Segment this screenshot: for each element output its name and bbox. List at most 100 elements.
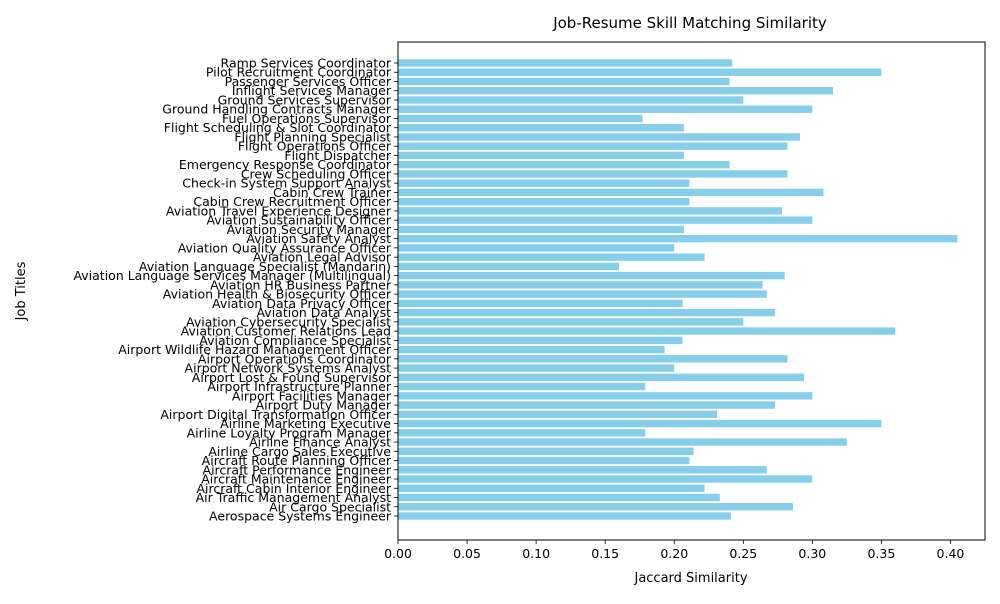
- bar: [398, 364, 675, 372]
- y-tick-label: Aviation Sustainability Officer: [206, 213, 391, 228]
- bar: [398, 429, 646, 437]
- bar: [398, 484, 705, 492]
- y-tick-label: Ground Services Supervisor: [218, 92, 392, 107]
- y-tick-label: Airport Wildlife Hazard Management Offic…: [118, 342, 392, 357]
- bar: [398, 262, 619, 271]
- bar: [398, 188, 824, 197]
- y-tick-label: Flight Planning Specialist: [234, 129, 391, 144]
- y-tick-label: Airport Network Systems Analyst: [185, 361, 392, 376]
- y-tick-label: Airport Operations Coordinator: [198, 351, 392, 366]
- x-tick-label: 0.10: [522, 546, 550, 561]
- bar: [398, 207, 782, 215]
- bar: [398, 225, 684, 234]
- y-tick-label: Check-in System Support Analyst: [182, 176, 391, 191]
- y-tick-label: Airport Facilities Manager: [232, 388, 392, 403]
- bar: [398, 401, 776, 409]
- y-tick-label: Fuel Operations Supervisor: [222, 111, 392, 126]
- y-tick-label: Aircraft Maintenance Engineer: [201, 472, 392, 487]
- y-tick-label: Aircraft Performance Engineer: [203, 462, 392, 477]
- y-tick-label: Cabin Crew Trainer: [273, 185, 392, 200]
- y-tick-label: Pilot Recruitment Coordinator: [206, 65, 392, 80]
- x-axis-label: Jaccard Similarity: [633, 571, 747, 586]
- bar: [398, 447, 694, 455]
- y-tick-label: Airline Cargo Sales Executive: [208, 444, 391, 459]
- y-tick-label: Air Cargo Specialist: [269, 499, 391, 514]
- y-tick-label: Air Traffic Management Analyst: [196, 490, 391, 505]
- y-tick-label: Ramp Services Coordinator: [221, 56, 392, 71]
- bar: [398, 512, 731, 520]
- y-tick-label: Flight Dispatcher: [284, 148, 391, 163]
- y-tick-label: Aviation Customer Relations Lead: [181, 324, 391, 339]
- y-tick-label: Flight Scheduling & Slot Coordinator: [164, 120, 392, 135]
- y-tick-label: Aviation Cybersecurity Specialist: [186, 314, 391, 329]
- bar: [398, 475, 813, 483]
- y-tick-label: Airline Loyalty Program Manager: [187, 425, 392, 440]
- x-tick-label: 0.30: [798, 546, 826, 561]
- x-tick-label: 0.00: [384, 546, 412, 561]
- y-tick-label: Aviation HR Business Partner: [210, 277, 392, 292]
- x-tick-label: 0.35: [867, 546, 895, 561]
- bar: [398, 345, 665, 354]
- y-tick-label: Emergency Response Coordinator: [179, 157, 392, 172]
- y-tick-label: Aviation Data Analyst: [256, 305, 391, 320]
- bar: [398, 142, 788, 150]
- y-tick-label: Aerospace Systems Engineer: [209, 509, 392, 524]
- y-tick-label: Aviation Language Specialist (Mandarin): [139, 259, 391, 274]
- x-axis-tick-labels: 0.00 0.05 0.10 0.15 0.20 0.25 0.30 0.35 0.40: [384, 540, 964, 561]
- y-tick-label: Airport Lost & Found Supervisor: [192, 370, 392, 385]
- bar: [398, 179, 690, 187]
- bar: [398, 382, 646, 391]
- bar: [398, 327, 896, 335]
- bar: [398, 318, 744, 326]
- bar: [398, 281, 763, 289]
- bar: [398, 161, 730, 169]
- bar: [398, 493, 720, 502]
- y-tick-label: Cabin Crew Recruitment Officer: [193, 194, 391, 209]
- bar: [398, 216, 813, 224]
- bar: [398, 77, 730, 86]
- x-tick-label: 0.15: [591, 546, 619, 561]
- y-tick-label: Aviation Data Privacy Officer: [212, 296, 392, 311]
- bar: [398, 68, 882, 76]
- bar: [398, 355, 788, 363]
- bar: [398, 290, 767, 298]
- bars-layer: [398, 59, 958, 520]
- bar: [398, 114, 643, 123]
- y-tick-label: Aircraft Route Planning Officer: [202, 453, 392, 468]
- bar: [398, 59, 733, 67]
- y-tick-label: Ground Handling Contracts Manager: [162, 102, 392, 117]
- bar: [398, 392, 813, 400]
- y-tick-label: Aviation Health & Biosecurity Officer: [163, 287, 392, 302]
- bar: [398, 124, 684, 132]
- y-tick-label: Airline Marketing Executive: [220, 416, 391, 431]
- y-tick-label: Aviation Safety Analyst: [246, 231, 391, 246]
- x-tick-label: 0.05: [453, 546, 481, 561]
- plot-frame: [397, 41, 986, 541]
- x-tick-label: 0.20: [660, 546, 688, 561]
- y-tick-label: Airport Infrastructure Planner: [207, 379, 391, 394]
- bar: [398, 299, 683, 308]
- y-tick-label: Airline Finance Analyst: [249, 435, 391, 450]
- bar: [398, 456, 690, 465]
- bar: [398, 419, 882, 428]
- y-tick-label: Aviation Security Manager: [227, 222, 392, 237]
- bar: [398, 410, 718, 419]
- y-axis-label: Job Titles: [14, 261, 29, 321]
- y-tick-label: Passenger Services Officer: [225, 74, 392, 89]
- y-tick-label: Aviation Travel Experience Designer: [166, 203, 392, 218]
- x-tick-label: 0.25: [729, 546, 757, 561]
- y-tick-label: Inflight Services Manager: [232, 83, 392, 98]
- y-tick-label: Crew Scheduling Officer: [241, 166, 392, 181]
- y-tick-label: Flight Operations Officer: [238, 139, 392, 154]
- bar: [398, 271, 785, 280]
- y-tick-label: Airport Digital Transformation Officer: [160, 407, 392, 422]
- y-tick-label: Aviation Quality Assurance Officer: [178, 240, 392, 255]
- y-tick-label: Airport Duty Manager: [256, 398, 392, 413]
- bar: [398, 373, 805, 382]
- bar: [398, 87, 834, 95]
- bar: [398, 244, 675, 252]
- chart-title: Job-Resume Skill Matching Similarity: [552, 14, 827, 32]
